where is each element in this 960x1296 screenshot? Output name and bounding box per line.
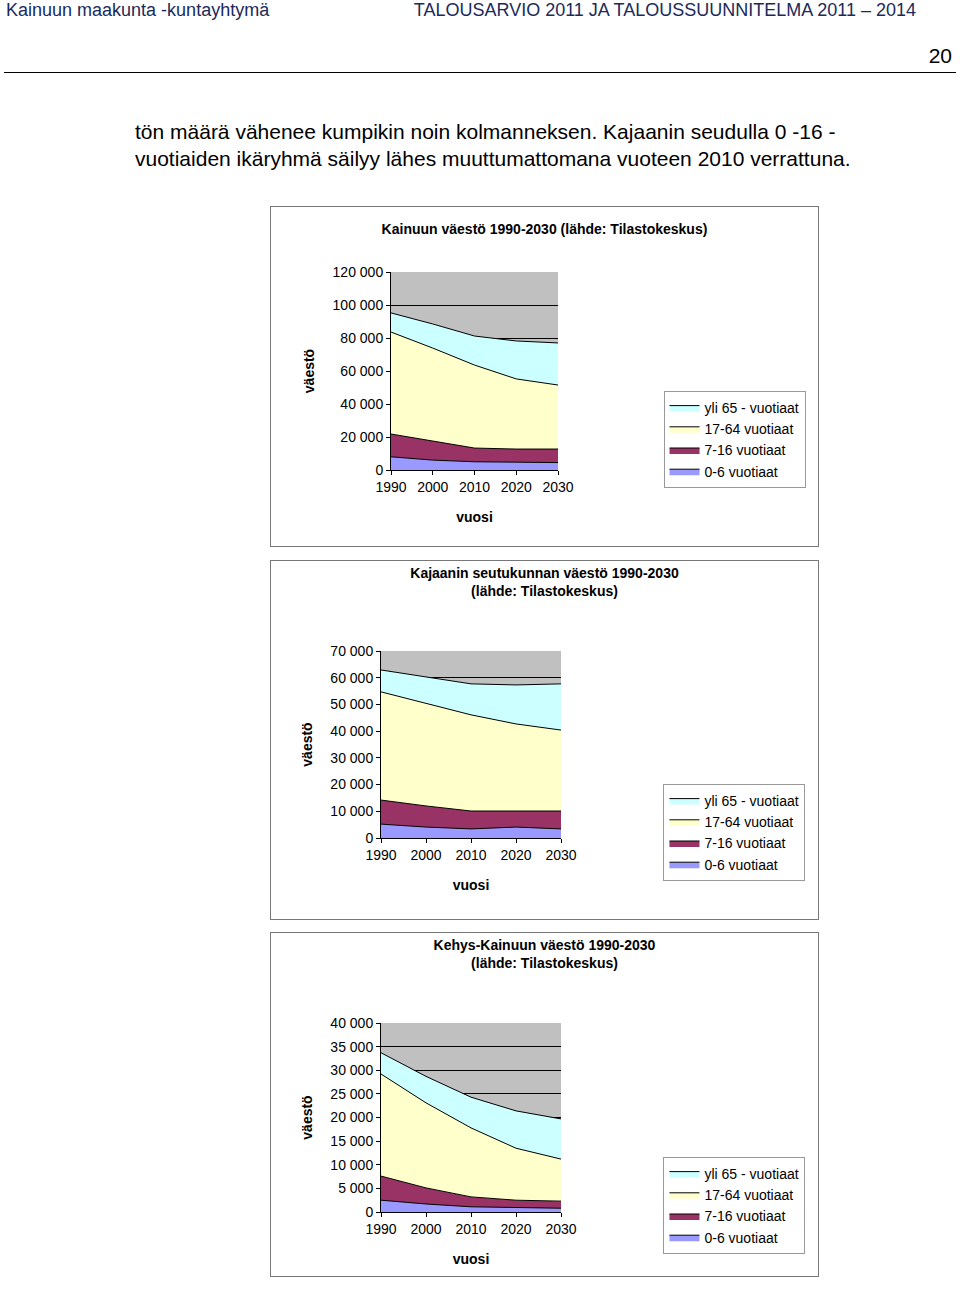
svg-text:5 000: 5 000: [338, 1180, 373, 1196]
svg-text:120 000: 120 000: [333, 264, 384, 280]
svg-text:1990: 1990: [365, 1221, 396, 1237]
svg-text:1990: 1990: [375, 479, 406, 495]
svg-text:30 000: 30 000: [330, 1062, 373, 1078]
svg-text:vuosi: vuosi: [453, 877, 490, 893]
svg-text:35 000: 35 000: [330, 1039, 373, 1055]
svg-text:2020: 2020: [500, 1221, 531, 1237]
svg-text:0: 0: [365, 830, 373, 846]
html-text:TALOUSARVIO 2011 JA TALOUSSUUN: TALOUSARVIO 2011 JA TALOUSSUUNNITELMA 20…: [413, 0, 916, 20]
svg-text:Kehys-Kainuun väestö 1990-2030: Kehys-Kainuun väestö 1990-2030(lähde: Ti…: [434, 937, 656, 971]
svg-text:vuosi: vuosi: [456, 509, 493, 525]
svg-text:100 000: 100 000: [333, 297, 384, 313]
svg-text:2010: 2010: [455, 1221, 486, 1237]
svg-text:17-64 vuotiaat: 17-64 vuotiaat: [704, 814, 793, 830]
svg-text:40 000: 40 000: [330, 1015, 373, 1031]
svg-text:60 000: 60 000: [330, 670, 373, 686]
html-text:Kainuun maakunta -kuntayhtymä: Kainuun maakunta -kuntayhtymä: [6, 0, 270, 20]
svg-text:70 000: 70 000: [330, 643, 373, 659]
svg-text:2030: 2030: [545, 1221, 576, 1237]
svg-text:10 000: 10 000: [330, 803, 373, 819]
svg-text:50 000: 50 000: [330, 696, 373, 712]
svg-text:2020: 2020: [501, 479, 532, 495]
svg-text:2030: 2030: [545, 847, 576, 863]
svg-text:vuosi: vuosi: [453, 1251, 490, 1267]
svg-text:2000: 2000: [410, 847, 441, 863]
svg-text:15 000: 15 000: [330, 1133, 373, 1149]
svg-text:väestö: väestö: [299, 722, 315, 766]
svg-text:0-6 vuotiaat: 0-6 vuotiaat: [704, 1230, 777, 1246]
svg-text:60 000: 60 000: [340, 363, 383, 379]
svg-text:väestö: väestö: [299, 1095, 315, 1139]
svg-text:0-6 vuotiaat: 0-6 vuotiaat: [705, 464, 778, 480]
svg-text:17-64 vuotiaat: 17-64 vuotiaat: [705, 421, 794, 437]
svg-text:40 000: 40 000: [330, 723, 373, 739]
svg-text:10 000: 10 000: [330, 1157, 373, 1173]
svg-text:17-64 vuotiaat: 17-64 vuotiaat: [704, 1187, 793, 1203]
svg-text:0-6 vuotiaat: 0-6 vuotiaat: [704, 857, 777, 873]
svg-text:80 000: 80 000: [340, 330, 383, 346]
svg-text:yli 65 - vuotiaat: yli 65 - vuotiaat: [704, 793, 798, 809]
svg-text:0: 0: [365, 1204, 373, 1220]
html-text:vuotiaiden ikäryhmä säilyy läh: vuotiaiden ikäryhmä säilyy lähes muuttum…: [135, 147, 851, 170]
svg-text:2000: 2000: [410, 1221, 441, 1237]
svg-text:20 000: 20 000: [330, 1109, 373, 1125]
svg-text:7-16 vuotiaat: 7-16 vuotiaat: [704, 1208, 785, 1224]
svg-text:20 000: 20 000: [340, 429, 383, 445]
svg-text:25 000: 25 000: [330, 1086, 373, 1102]
svg-text:yli 65 - vuotiaat: yli 65 - vuotiaat: [704, 1166, 798, 1182]
svg-text:20 000: 20 000: [330, 776, 373, 792]
svg-text:Kajaanin seutukunnan väestö 19: Kajaanin seutukunnan väestö 1990-2030(lä…: [410, 565, 679, 599]
html-text:20: 20: [928, 44, 952, 67]
svg-text:Kainuun väestö 1990-2030 (lähd: Kainuun väestö 1990-2030 (lähde: Tilasto…: [382, 221, 708, 237]
svg-text:2010: 2010: [455, 847, 486, 863]
svg-text:2010: 2010: [459, 479, 490, 495]
svg-text:1990: 1990: [365, 847, 396, 863]
svg-text:yli 65 - vuotiaat: yli 65 - vuotiaat: [705, 400, 799, 416]
svg-text:7-16 vuotiaat: 7-16 vuotiaat: [704, 835, 785, 851]
svg-text:7-16 vuotiaat: 7-16 vuotiaat: [705, 442, 786, 458]
svg-text:0: 0: [375, 462, 383, 478]
svg-text:2000: 2000: [417, 479, 448, 495]
svg-text:2030: 2030: [542, 479, 573, 495]
svg-text:väestö: väestö: [301, 349, 317, 393]
html-text:tön määrä vähenee kumpikin noi: tön määrä vähenee kumpikin noin kolmanne…: [135, 120, 836, 143]
svg-text:30 000: 30 000: [330, 750, 373, 766]
svg-text:2020: 2020: [500, 847, 531, 863]
svg-text:40 000: 40 000: [340, 396, 383, 412]
